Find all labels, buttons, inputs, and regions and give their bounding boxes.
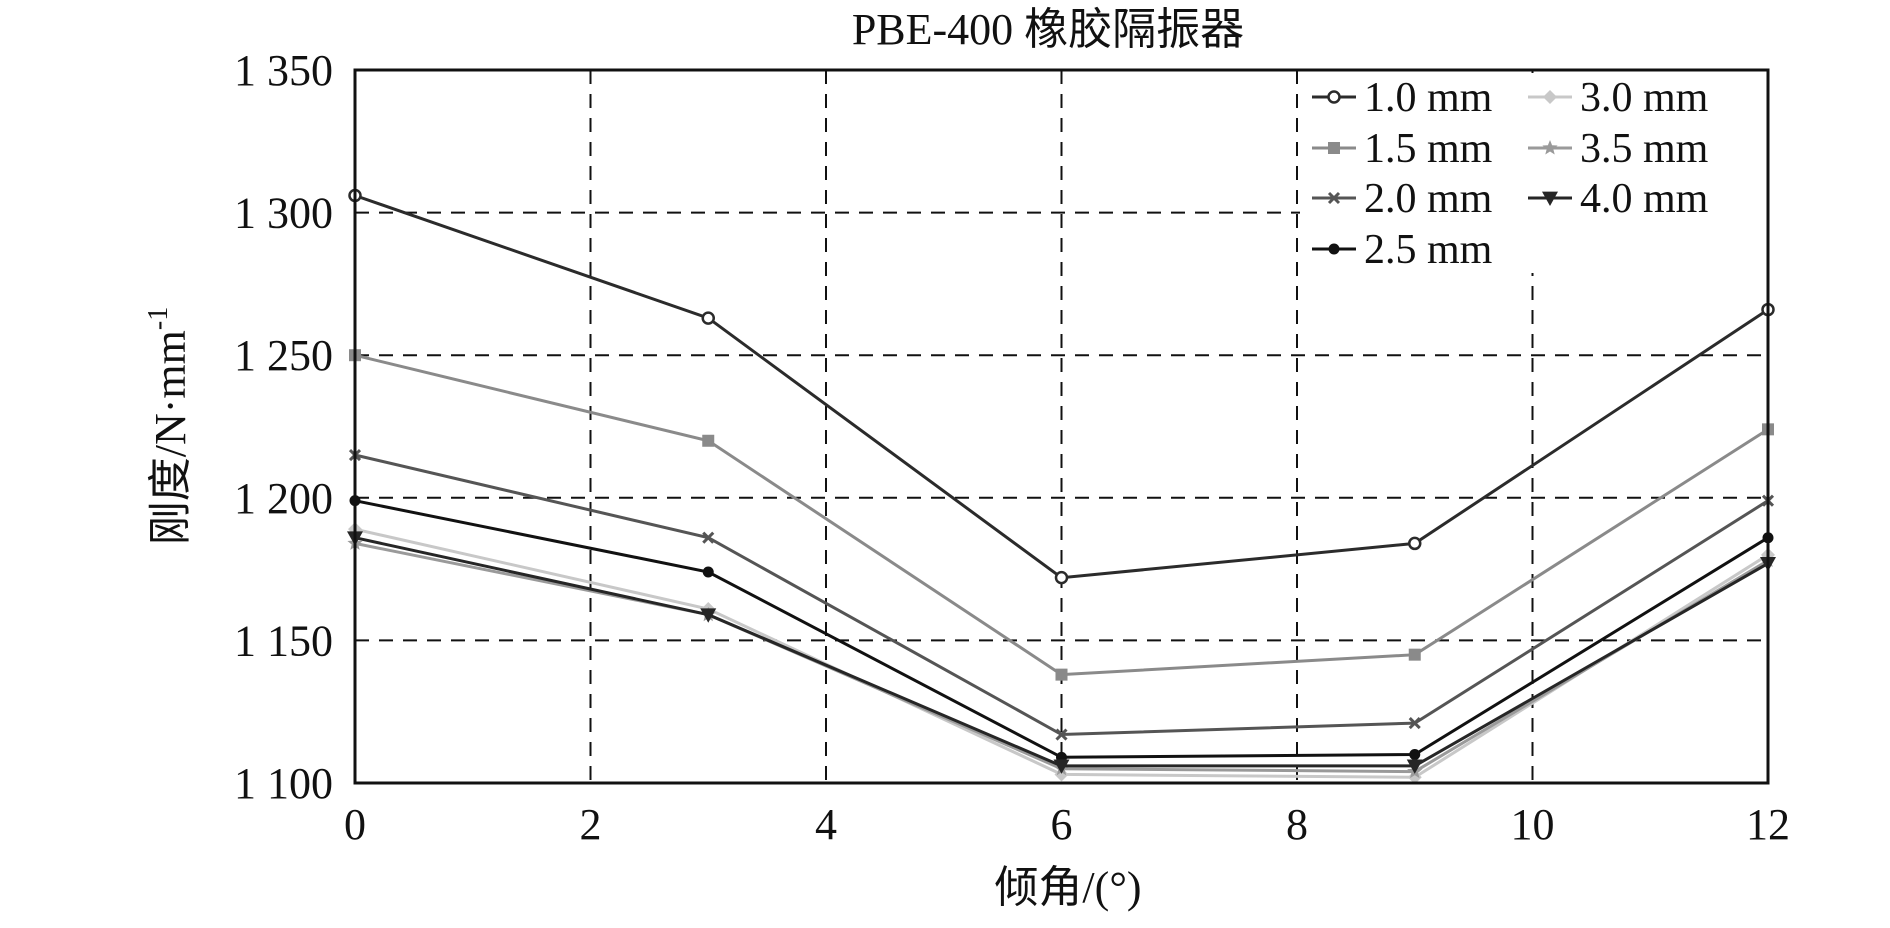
y-axis-label-main: 刚度/N·mm — [146, 330, 195, 545]
x-tick-label: 2 — [580, 800, 602, 849]
data-point — [702, 434, 715, 447]
data-point — [702, 566, 714, 578]
y-axis-label-exponent: -1 — [143, 307, 174, 330]
data-point — [1328, 142, 1340, 154]
legend: 1.0 mm 1.5 mm2.0 mm 2.5 mm 3.0 mm 3.5 mm4.0 … — [1300, 73, 1765, 273]
data-point — [1543, 90, 1557, 104]
legend-label: 3.5 mm — [1580, 126, 1709, 172]
y-tick-label: 1 150 — [234, 616, 333, 665]
legend-label: 4.0 mm — [1580, 176, 1709, 222]
data-point — [1406, 759, 1423, 774]
legend-entry: 1.5 mm — [1312, 126, 1493, 172]
data-point — [1055, 728, 1068, 741]
data-point — [1327, 90, 1341, 104]
x-tick-label: 4 — [815, 800, 837, 849]
legend-entry: 4.0 mm — [1528, 176, 1709, 222]
data-series — [347, 188, 1776, 785]
y-tick-label: 1 250 — [234, 331, 333, 380]
x-tick-label: 6 — [1051, 800, 1073, 849]
data-point — [1328, 243, 1340, 255]
x-tick-label: 8 — [1286, 800, 1308, 849]
data-point — [1408, 536, 1422, 551]
legend-label: 1.0 mm — [1364, 75, 1493, 121]
legend-entry: 2.5 mm — [1312, 227, 1493, 273]
data-point — [1327, 191, 1341, 205]
data-point — [1053, 759, 1070, 774]
plot-frame — [353, 68, 1770, 785]
series-1-5-mm — [349, 349, 1774, 681]
data-point — [1408, 717, 1421, 730]
legend-entry: 3.0 mm — [1528, 75, 1709, 121]
x-tick-label: 12 — [1746, 800, 1790, 849]
data-point — [1542, 140, 1558, 155]
legend-entry: 3.5 mm — [1528, 126, 1709, 172]
data-point — [1408, 648, 1421, 661]
y-axis-label: 刚度/N·mm-1 — [143, 307, 195, 545]
data-point — [700, 608, 717, 623]
y-tick-label: 1 200 — [234, 474, 333, 523]
y-tick-labels: 1 100 1 150 1 200 1 250 1 300 1 350 — [234, 46, 333, 808]
x-tick-label: 0 — [344, 800, 366, 849]
y-tick-label: 1 350 — [234, 46, 333, 95]
data-point — [1542, 191, 1558, 206]
legend-label: 2.0 mm — [1364, 176, 1493, 222]
legend-entry: 2.0 mm — [1312, 176, 1493, 222]
legend-label: 3.0 mm — [1580, 75, 1709, 121]
x-tick-label: 10 — [1511, 800, 1555, 849]
series-1-0-mm — [348, 188, 1775, 585]
data-point — [1055, 668, 1068, 681]
y-tick-label: 1 300 — [234, 189, 333, 238]
data-point — [1409, 748, 1421, 760]
x-tick-labels: 0 2 4 6 8 10 12 — [344, 800, 1790, 849]
legend-background — [1300, 73, 1765, 273]
chart-title: PBE-400 橡胶隔振器 — [852, 5, 1244, 54]
x-axis-label: 倾角/(°) — [994, 863, 1141, 912]
data-point — [1054, 570, 1069, 585]
data-point — [702, 531, 715, 544]
legend-label: 1.5 mm — [1364, 126, 1493, 172]
data-point — [701, 311, 715, 325]
y-tick-label: 1 100 — [234, 759, 333, 808]
legend-entry: 1.0 mm — [1312, 75, 1493, 121]
legend-label: 2.5 mm — [1364, 227, 1493, 273]
